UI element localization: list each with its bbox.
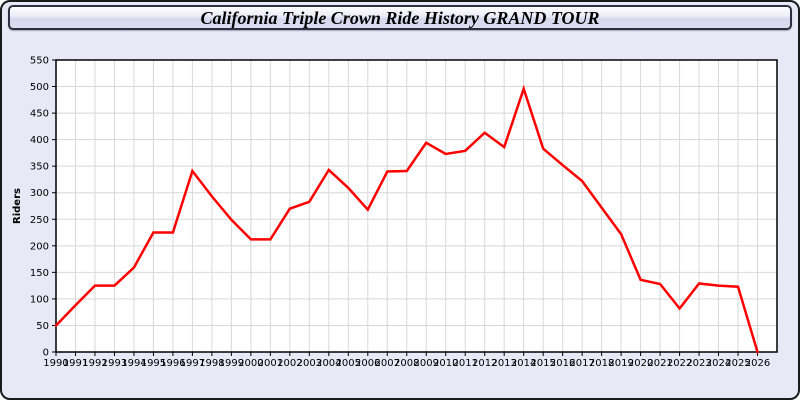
x-tick-label: 2003 <box>297 358 322 369</box>
y-tick-label: 400 <box>30 135 49 146</box>
x-tick-label: 2016 <box>550 358 575 369</box>
x-tick-label: 1998 <box>199 358 224 369</box>
plot-area <box>56 60 777 352</box>
x-tick-label: 2008 <box>394 358 419 369</box>
x-tick-label: 2025 <box>725 358 750 369</box>
x-tick-label: 2018 <box>589 358 614 369</box>
x-tick-label: 2010 <box>433 358 458 369</box>
x-tick-label: 2006 <box>355 358 380 369</box>
x-tick-label: 2019 <box>608 358 633 369</box>
x-tick-label: 2009 <box>414 358 439 369</box>
y-tick-label: 450 <box>30 109 49 120</box>
chart-title: California Triple Crown Ride History GRA… <box>200 7 600 28</box>
x-tick-label: 2023 <box>686 358 711 369</box>
y-tick-label: 150 <box>30 268 49 279</box>
x-tick-label: 2015 <box>530 358 555 369</box>
y-tick-label: 550 <box>30 56 49 67</box>
x-tick-label: 2001 <box>258 358 283 369</box>
y-tick-label: 350 <box>30 162 49 173</box>
y-tick-label: 300 <box>30 188 49 199</box>
x-tick-label: 1991 <box>63 358 88 369</box>
x-tick-label: 2024 <box>706 358 731 369</box>
x-tick-label: 2014 <box>511 358 536 369</box>
x-tick-label: 2004 <box>316 358 341 369</box>
x-tick-label: 1997 <box>180 358 205 369</box>
y-tick-label: 50 <box>36 321 49 332</box>
x-tick-label: 2011 <box>452 358 477 369</box>
x-tick-label: 2020 <box>628 358 653 369</box>
x-tick-label: 2007 <box>375 358 400 369</box>
x-tick-label: 2013 <box>491 358 516 369</box>
y-tick-label: 200 <box>30 241 49 252</box>
x-tick-label: 2012 <box>472 358 497 369</box>
riders-series-line <box>54 84 759 354</box>
plot-border <box>55 59 778 353</box>
y-tick-label: 250 <box>30 215 49 226</box>
x-tick-label: 2021 <box>647 358 672 369</box>
y-axis-label: Riders <box>12 188 23 224</box>
chart-title-bar: California Triple Crown Ride History GRA… <box>8 5 792 30</box>
x-tick-label: 1995 <box>141 358 166 369</box>
x-tick-label: 2017 <box>569 358 594 369</box>
x-tick-label: 1993 <box>102 358 127 369</box>
y-tick-label: 500 <box>30 82 49 93</box>
y-tick-label: 100 <box>30 294 49 305</box>
x-tick-label: 1994 <box>121 358 146 369</box>
x-tick-label: 2000 <box>238 358 263 369</box>
x-tick-label: 1996 <box>160 358 185 369</box>
x-tick-label: 2022 <box>667 358 692 369</box>
x-tick-label: 1999 <box>219 358 244 369</box>
y-tick-label: 0 <box>43 348 49 359</box>
x-tick-label: 2005 <box>336 358 361 369</box>
x-tick-label: 1992 <box>82 358 107 369</box>
x-tick-label: 2026 <box>745 358 770 369</box>
x-tick-label: 1990 <box>43 358 68 369</box>
x-tick-label: 2002 <box>277 358 302 369</box>
